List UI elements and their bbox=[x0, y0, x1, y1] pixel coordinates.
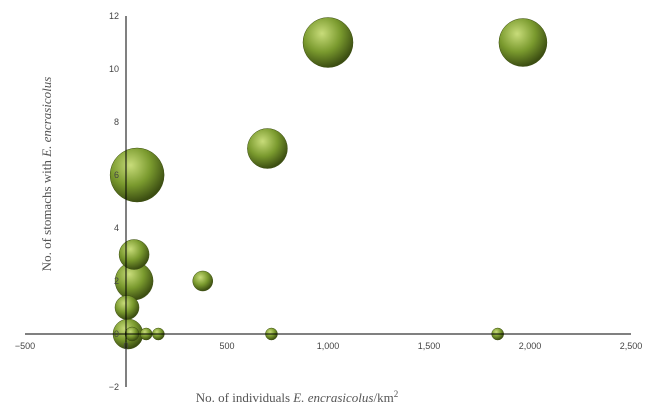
y-tick-label: 4 bbox=[114, 223, 119, 233]
bubble-point bbox=[302, 17, 354, 68]
bubble-point bbox=[109, 147, 165, 203]
y-tick-label: 6 bbox=[114, 170, 119, 180]
x-tick-label: −500 bbox=[15, 341, 35, 351]
y-tick-label: −2 bbox=[109, 382, 119, 392]
y-tick-label: 10 bbox=[109, 64, 119, 74]
x-axis-title-superscript: 2 bbox=[394, 389, 399, 399]
x-tick-label: 1,000 bbox=[317, 341, 340, 351]
x-tick-label: 2,000 bbox=[519, 341, 542, 351]
y-tick-label: 12 bbox=[109, 11, 119, 21]
y-tick-labels: −2 0 2 4 6 8 10 12 bbox=[109, 11, 119, 392]
x-tick-label: 0 bbox=[123, 341, 128, 351]
y-axis-title: No. of stomachs with E. encrasicolus bbox=[39, 77, 54, 272]
bubble-point bbox=[247, 128, 288, 169]
bubble-layer bbox=[109, 17, 548, 350]
y-tick-label: 2 bbox=[114, 276, 119, 286]
bubble-point bbox=[118, 239, 150, 270]
bubble-point bbox=[498, 18, 548, 67]
x-tick-label: 500 bbox=[219, 341, 234, 351]
x-tick-labels: −500 0 500 1,000 1,500 2,000 2,500 bbox=[15, 341, 642, 351]
x-axis-title-species: E. encrasicolus bbox=[292, 390, 373, 405]
y-tick-label: 0 bbox=[114, 329, 119, 339]
y-tick-label: 8 bbox=[114, 117, 119, 127]
x-tick-label: 2,500 bbox=[620, 341, 643, 351]
x-axis-title-unit: /km bbox=[373, 390, 393, 405]
x-axis-title: No. of individuals E. encrasicolus/km2 bbox=[196, 389, 398, 405]
bubble-point bbox=[192, 270, 214, 292]
y-axis-title-species: E. encrasicolus bbox=[39, 77, 54, 158]
bubble-point bbox=[114, 295, 140, 320]
x-axis-title-prefix: No. of individuals bbox=[196, 390, 294, 405]
x-tick-label: 1,500 bbox=[418, 341, 441, 351]
y-axis-title-prefix: No. of stomachs with bbox=[39, 157, 54, 271]
